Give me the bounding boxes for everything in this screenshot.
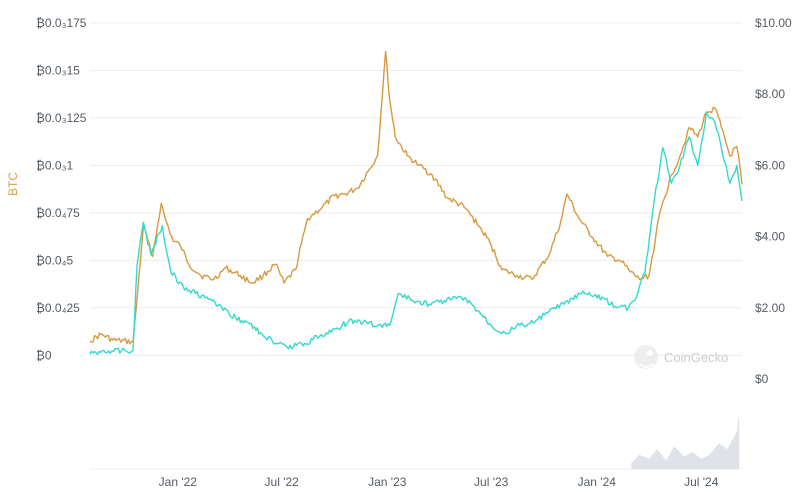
- left-tick-label-5: ₿0.0₃125: [36, 111, 87, 125]
- left-tick-label-1: ₿0.0₄25: [36, 301, 80, 315]
- left-tick-label-7: ₿0.0₃175: [36, 16, 87, 30]
- volume-series: [631, 412, 740, 469]
- x-tick-label-1: Jul '22: [265, 475, 300, 489]
- gecko-logo-icon: [634, 345, 658, 369]
- left-tick-label-6: ₿0.0₃15: [36, 63, 80, 77]
- x-axis-ticks: Jan '22 Jul '22 Jan '23 Jul '23 Jan '24 Jul '…: [159, 475, 719, 489]
- right-tick-label-2: $4.00: [755, 230, 785, 244]
- btc-price-line: [89, 50, 743, 345]
- right-tick-label-5: $10.00: [755, 16, 792, 30]
- x-tick-label-4: Jan '24: [578, 475, 617, 489]
- x-tick-label-0: Jan '22: [159, 475, 198, 489]
- x-tick-label-2: Jan '23: [368, 475, 407, 489]
- volume-area: [631, 412, 740, 469]
- right-axis-ticks: $0 $2.00 $4.00 $6.00 $8.00 $10.00: [755, 16, 792, 386]
- series-lines: [89, 50, 743, 355]
- left-axis-title: BTC: [6, 172, 20, 196]
- left-tick-label-0: ₿0: [36, 348, 52, 362]
- left-tick-label-3: ₿0.0₄75: [36, 206, 80, 220]
- left-tick-label-2: ₿0.0₄5: [36, 253, 73, 267]
- left-axis-ticks: ₿0 ₿0.0₄25 ₿0.0₄5 ₿0.0₄75 ₿0.0₃1 ₿0.0₃125 ₿0.0…: [36, 16, 87, 362]
- watermark-text: CoinGecko: [664, 350, 728, 365]
- left-tick-label-4: ₿0.0₃1: [36, 158, 73, 172]
- grid-lines: [90, 22, 742, 470]
- right-tick-label-1: $2.00: [755, 301, 785, 315]
- usd-price-line: [89, 111, 743, 355]
- x-tick-label-5: Jul '24: [684, 475, 719, 489]
- right-tick-label-4: $8.00: [755, 87, 785, 101]
- coingecko-watermark: CoinGecko: [634, 345, 728, 369]
- x-tick-label-3: Jul '23: [474, 475, 509, 489]
- right-tick-label-0: $0: [755, 372, 769, 386]
- right-tick-label-3: $6.00: [755, 158, 785, 172]
